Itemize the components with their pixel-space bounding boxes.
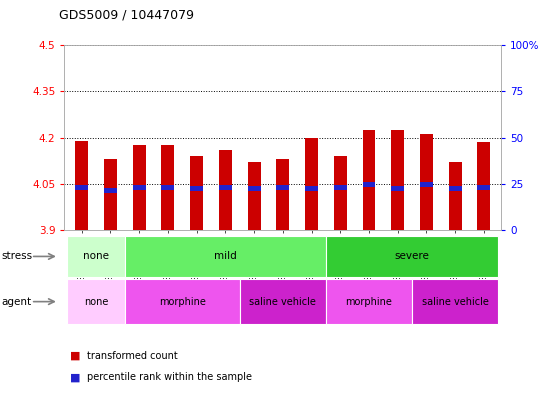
Text: stress: stress	[1, 252, 32, 261]
Bar	[219, 150, 232, 230]
Bar	[326, 236, 498, 277]
Bar	[276, 185, 290, 190]
Text: GDS5009 / 10447079: GDS5009 / 10447079	[59, 9, 194, 22]
Bar	[449, 185, 461, 191]
Text: transformed count: transformed count	[87, 351, 178, 361]
Bar	[478, 185, 491, 190]
Text: saline vehicle: saline vehicle	[249, 297, 316, 307]
Text: none: none	[83, 252, 109, 261]
Text: agent: agent	[1, 297, 31, 307]
Bar	[125, 236, 326, 277]
Text: severe: severe	[395, 252, 430, 261]
Text: morphine: morphine	[346, 297, 393, 307]
Bar	[75, 141, 88, 230]
Bar	[412, 279, 498, 324]
Bar	[305, 138, 318, 230]
Bar	[334, 185, 347, 190]
Bar	[67, 236, 125, 277]
Bar	[420, 182, 433, 187]
Bar	[190, 156, 203, 230]
Bar	[104, 159, 117, 230]
Bar	[420, 134, 433, 230]
Bar	[75, 185, 88, 190]
Bar	[449, 162, 461, 230]
Bar	[161, 145, 174, 230]
Text: percentile rank within the sample: percentile rank within the sample	[87, 372, 252, 382]
Bar	[161, 185, 174, 190]
Bar	[248, 185, 260, 191]
Bar	[391, 130, 404, 230]
Bar	[276, 159, 290, 230]
Text: morphine: morphine	[159, 297, 206, 307]
Bar	[104, 188, 117, 193]
Bar	[67, 279, 125, 324]
Bar	[326, 279, 412, 324]
Bar	[362, 130, 375, 230]
Bar	[133, 185, 146, 190]
Bar	[362, 182, 375, 187]
Text: mild: mild	[214, 252, 237, 261]
Text: none: none	[84, 297, 108, 307]
Bar	[391, 185, 404, 191]
Text: ■: ■	[70, 351, 81, 361]
Bar	[190, 185, 203, 191]
Bar	[248, 162, 260, 230]
Bar	[240, 279, 326, 324]
Bar	[219, 185, 232, 190]
Bar	[334, 156, 347, 230]
Bar	[478, 142, 491, 230]
Bar	[133, 145, 146, 230]
Text: saline vehicle: saline vehicle	[422, 297, 489, 307]
Bar	[125, 279, 240, 324]
Bar	[305, 185, 318, 191]
Text: ■: ■	[70, 372, 81, 382]
